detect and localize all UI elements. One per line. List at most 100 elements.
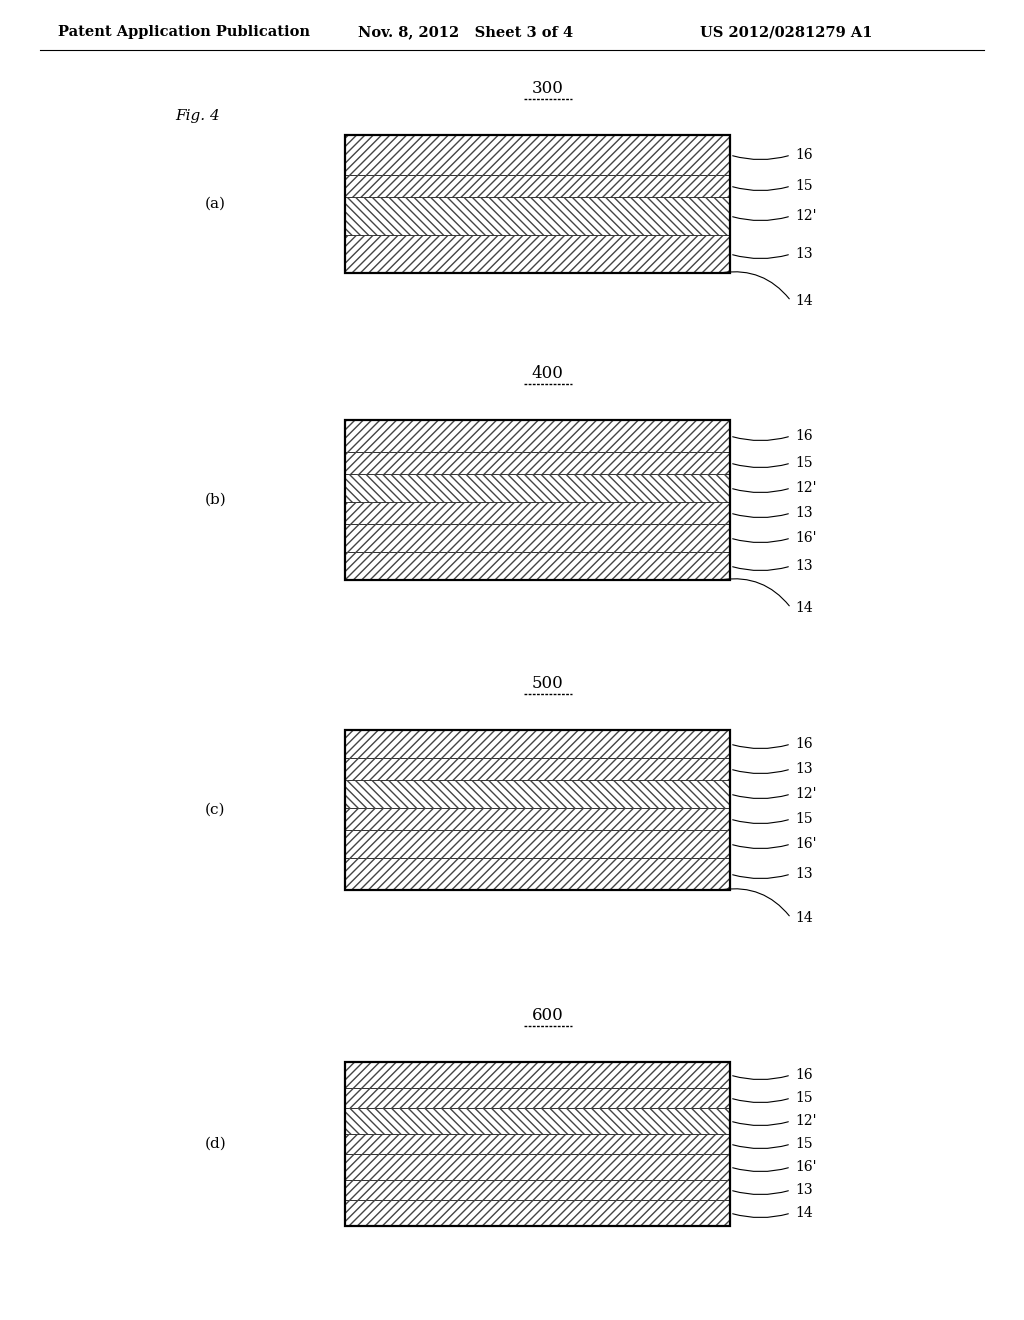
FancyArrowPatch shape xyxy=(732,216,788,220)
FancyArrowPatch shape xyxy=(732,1168,788,1172)
Text: 15: 15 xyxy=(795,1092,813,1105)
Bar xyxy=(345,176,730,197)
Text: Nov. 8, 2012   Sheet 3 of 4: Nov. 8, 2012 Sheet 3 of 4 xyxy=(358,25,573,40)
Bar xyxy=(345,420,730,579)
Text: 15: 15 xyxy=(795,1137,813,1151)
Text: 14: 14 xyxy=(795,911,813,925)
Text: 13: 13 xyxy=(795,867,813,880)
Text: Fig. 4: Fig. 4 xyxy=(175,110,220,123)
Bar xyxy=(345,451,730,474)
FancyArrowPatch shape xyxy=(732,566,788,570)
FancyArrowPatch shape xyxy=(732,1098,788,1102)
FancyArrowPatch shape xyxy=(732,1122,788,1126)
Bar xyxy=(345,1154,730,1180)
Text: (a): (a) xyxy=(205,197,226,211)
Bar xyxy=(345,1154,730,1180)
Text: 600: 600 xyxy=(531,1007,563,1024)
Text: Patent Application Publication: Patent Application Publication xyxy=(58,25,310,40)
Text: 14: 14 xyxy=(795,1206,813,1220)
Text: 14: 14 xyxy=(795,294,813,308)
Bar xyxy=(345,524,730,552)
Text: 16: 16 xyxy=(795,148,813,162)
Text: 12': 12' xyxy=(795,787,816,801)
Bar xyxy=(345,502,730,524)
Bar xyxy=(345,1088,730,1107)
Bar xyxy=(345,1200,730,1226)
FancyArrowPatch shape xyxy=(732,488,788,492)
Bar xyxy=(345,176,730,197)
Text: (d): (d) xyxy=(205,1137,226,1151)
FancyArrowPatch shape xyxy=(732,463,788,467)
Bar xyxy=(345,1180,730,1200)
Bar xyxy=(345,830,730,858)
FancyArrowPatch shape xyxy=(732,186,788,190)
Bar xyxy=(345,1180,730,1200)
Bar xyxy=(345,758,730,780)
Text: 16: 16 xyxy=(795,1068,813,1082)
FancyArrowPatch shape xyxy=(732,539,788,543)
Bar xyxy=(345,135,730,176)
Text: 13: 13 xyxy=(795,1183,813,1197)
Bar xyxy=(345,808,730,830)
FancyArrowPatch shape xyxy=(732,437,788,441)
Bar xyxy=(345,474,730,502)
FancyArrowPatch shape xyxy=(723,272,790,298)
Bar xyxy=(345,420,730,451)
FancyArrowPatch shape xyxy=(732,820,788,824)
Text: 16': 16' xyxy=(795,1160,816,1173)
FancyArrowPatch shape xyxy=(732,744,788,748)
Bar xyxy=(345,451,730,474)
Bar xyxy=(345,1063,730,1088)
Text: 13: 13 xyxy=(795,558,813,573)
FancyArrowPatch shape xyxy=(732,156,788,160)
Text: 12': 12' xyxy=(795,480,816,495)
Bar xyxy=(345,552,730,579)
Bar xyxy=(345,758,730,780)
FancyArrowPatch shape xyxy=(732,795,788,799)
Bar xyxy=(345,808,730,830)
Bar xyxy=(345,474,730,502)
Text: (c): (c) xyxy=(205,803,225,817)
Bar xyxy=(345,524,730,552)
Bar xyxy=(345,1107,730,1134)
Bar xyxy=(345,1088,730,1107)
Text: 15: 15 xyxy=(795,812,813,826)
FancyArrowPatch shape xyxy=(732,1144,788,1148)
Bar xyxy=(345,552,730,579)
FancyArrowPatch shape xyxy=(732,845,788,849)
Text: 300: 300 xyxy=(531,81,563,96)
FancyArrowPatch shape xyxy=(732,770,788,774)
Bar xyxy=(345,858,730,890)
Text: 15: 15 xyxy=(795,180,813,193)
Bar xyxy=(345,502,730,524)
Bar xyxy=(345,858,730,890)
Text: US 2012/0281279 A1: US 2012/0281279 A1 xyxy=(700,25,872,40)
Bar xyxy=(345,1134,730,1154)
FancyArrowPatch shape xyxy=(732,1076,788,1080)
Text: 15: 15 xyxy=(795,455,813,470)
Text: 500: 500 xyxy=(531,675,563,692)
Bar xyxy=(345,780,730,808)
Bar xyxy=(345,1063,730,1226)
Text: 12': 12' xyxy=(795,209,816,223)
Bar xyxy=(345,1063,730,1088)
Bar xyxy=(345,135,730,273)
Bar xyxy=(345,1134,730,1154)
Text: 12': 12' xyxy=(795,1114,816,1129)
FancyArrowPatch shape xyxy=(732,1191,788,1195)
Text: 16': 16' xyxy=(795,531,816,545)
FancyArrowPatch shape xyxy=(723,888,790,916)
Text: 13: 13 xyxy=(795,247,813,261)
Text: 14: 14 xyxy=(795,601,813,615)
Bar xyxy=(345,730,730,758)
Bar xyxy=(345,1200,730,1226)
Text: 16: 16 xyxy=(795,737,813,751)
Text: 16': 16' xyxy=(795,837,816,851)
Text: 13: 13 xyxy=(795,506,813,520)
Bar xyxy=(345,135,730,176)
Bar xyxy=(345,830,730,858)
Bar xyxy=(345,420,730,451)
Text: 16: 16 xyxy=(795,429,813,444)
Bar xyxy=(345,235,730,273)
FancyArrowPatch shape xyxy=(723,578,790,606)
